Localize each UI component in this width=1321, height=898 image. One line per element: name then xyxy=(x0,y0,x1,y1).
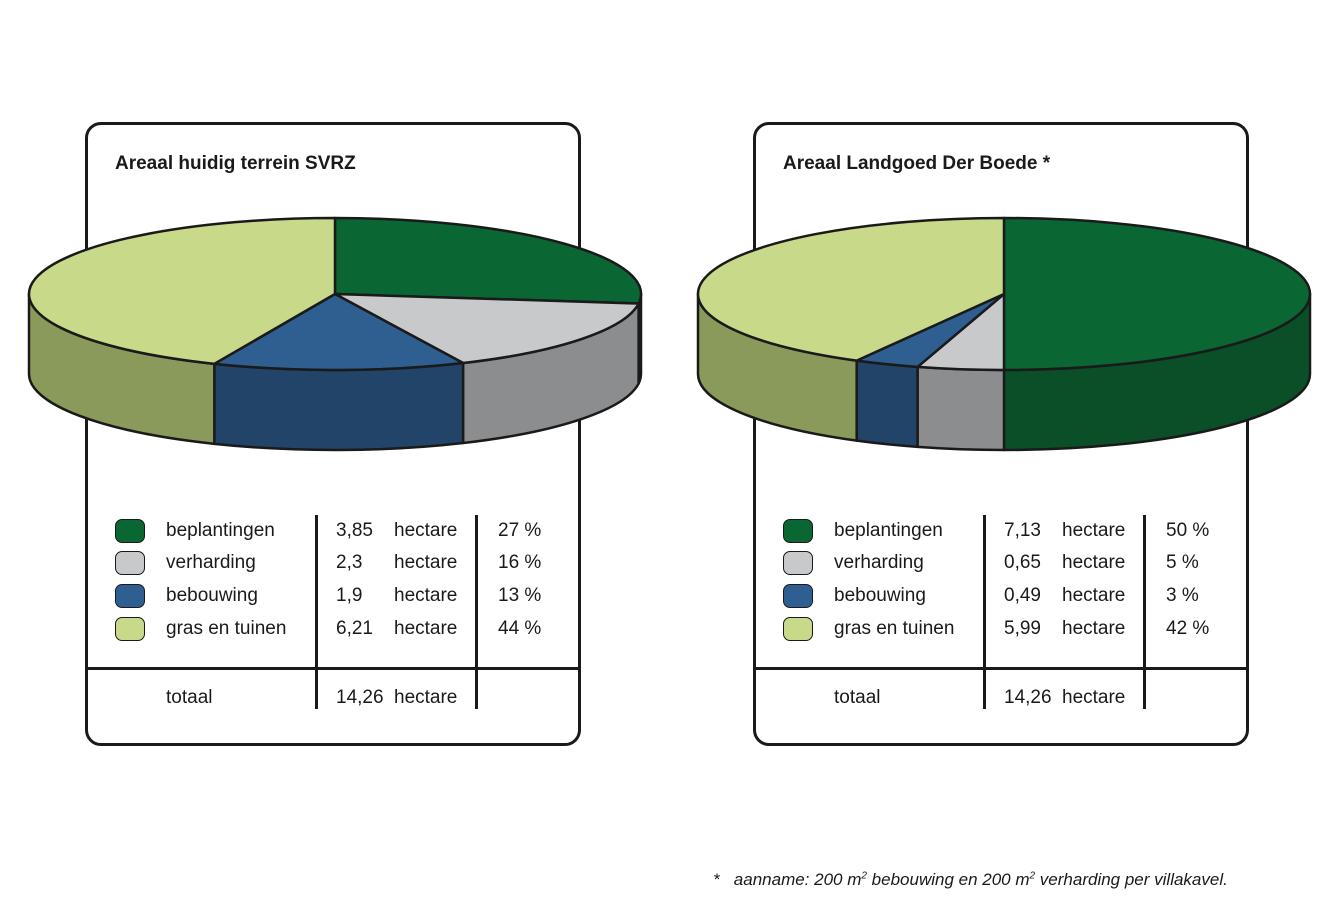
legend-swatch xyxy=(115,519,145,543)
total-label: totaal xyxy=(834,687,881,708)
legend-label: beplantingen xyxy=(166,520,275,541)
chart-title: Areaal Landgoed Der Boede * xyxy=(783,153,1051,174)
legend-row: gras en tuinen 5,99 hectare 42 % xyxy=(756,616,1246,646)
column-divider xyxy=(475,515,478,709)
legend-swatch xyxy=(115,551,145,575)
total-divider xyxy=(88,667,578,670)
hectare-value: 3,85 xyxy=(336,520,373,541)
legend-row: bebouwing 1,9 hectare 13 % xyxy=(88,583,578,613)
footnote-text: verharding per villakavel. xyxy=(1035,870,1228,889)
legend-swatch xyxy=(783,584,813,608)
column-divider xyxy=(315,515,318,709)
hectare-value: 6,21 xyxy=(336,618,373,639)
hectare-value: 7,13 xyxy=(1004,520,1041,541)
percentage: 44 % xyxy=(498,618,542,639)
hectare-value: 0,65 xyxy=(1004,552,1041,573)
hectare-value: 2,3 xyxy=(336,552,363,573)
percentage: 3 % xyxy=(1166,585,1199,606)
pie-chart-der-boede xyxy=(696,216,1312,452)
hectare-unit: hectare xyxy=(1062,618,1126,639)
legend-row: beplantingen 7,13 hectare 50 % xyxy=(756,518,1246,548)
footnote-text: bebouwing en 200 m xyxy=(866,870,1030,889)
chart-title: Areaal huidig terrein SVRZ xyxy=(115,153,356,174)
total-label: totaal xyxy=(166,687,213,708)
legend-label: verharding xyxy=(166,552,256,573)
total-value: 14,26 xyxy=(1004,687,1052,708)
hectare-value: 1,9 xyxy=(336,585,363,606)
hectare-value: 5,99 xyxy=(1004,618,1041,639)
pie-side-verharding xyxy=(916,365,1006,452)
legend-label: beplantingen xyxy=(834,520,943,541)
hectare-unit: hectare xyxy=(1062,520,1126,541)
total-value: 14,26 xyxy=(336,687,384,708)
total-unit: hectare xyxy=(394,687,458,708)
hectare-value: 0,49 xyxy=(1004,585,1041,606)
footnote: * aanname: 200 m2 bebouwing en 200 m2 ve… xyxy=(713,870,1228,890)
footnote-sup: 2 xyxy=(1029,870,1036,882)
footnote-star: * xyxy=(713,870,720,889)
percentage: 13 % xyxy=(498,585,542,606)
pie-slice-gras-en-tuinen xyxy=(27,216,337,366)
legend-label: bebouwing xyxy=(166,585,258,606)
legend-swatch xyxy=(783,617,813,641)
hectare-unit: hectare xyxy=(394,552,458,573)
percentage: 27 % xyxy=(498,520,542,541)
legend-label: gras en tuinen xyxy=(834,618,955,639)
pie-side-bebouwing xyxy=(855,359,919,449)
pie-slice-beplantingen xyxy=(1002,216,1312,372)
pie-slice-verharding xyxy=(333,292,640,365)
legend-row: bebouwing 0,49 hectare 3 % xyxy=(756,583,1246,613)
legend-row: gras en tuinen 6,21 hectare 44 % xyxy=(88,616,578,646)
hectare-unit: hectare xyxy=(394,618,458,639)
legend-swatch xyxy=(115,617,145,641)
legend-row: verharding 0,65 hectare 5 % xyxy=(756,550,1246,580)
pie-side-bebouwing xyxy=(213,361,465,452)
percentage: 42 % xyxy=(1166,618,1210,639)
percentage: 5 % xyxy=(1166,552,1199,573)
legend-row: beplantingen 3,85 hectare 27 % xyxy=(88,518,578,548)
pie-slice-beplantingen xyxy=(333,216,643,305)
pie-slice-bebouwing xyxy=(213,292,465,372)
hectare-unit: hectare xyxy=(394,520,458,541)
total-unit: hectare xyxy=(1062,687,1126,708)
percentage: 16 % xyxy=(498,552,542,573)
pie-slice-gras-en-tuinen xyxy=(696,216,1006,362)
hectare-unit: hectare xyxy=(394,585,458,606)
legend-swatch xyxy=(115,584,145,608)
legend-label: verharding xyxy=(834,552,924,573)
hectare-unit: hectare xyxy=(1062,585,1126,606)
legend-swatch xyxy=(783,519,813,543)
hectare-unit: hectare xyxy=(1062,552,1126,573)
legend-row: verharding 2,3 hectare 16 % xyxy=(88,550,578,580)
footnote-sup: 2 xyxy=(861,870,867,882)
legend-swatch xyxy=(783,551,813,575)
column-divider xyxy=(983,515,986,709)
pie-chart-svrz xyxy=(27,216,643,452)
percentage: 50 % xyxy=(1166,520,1210,541)
legend-label: bebouwing xyxy=(834,585,926,606)
total-divider xyxy=(756,667,1246,670)
legend-label: gras en tuinen xyxy=(166,618,287,639)
footnote-text: aanname: 200 m xyxy=(733,870,862,889)
column-divider xyxy=(1143,515,1146,709)
